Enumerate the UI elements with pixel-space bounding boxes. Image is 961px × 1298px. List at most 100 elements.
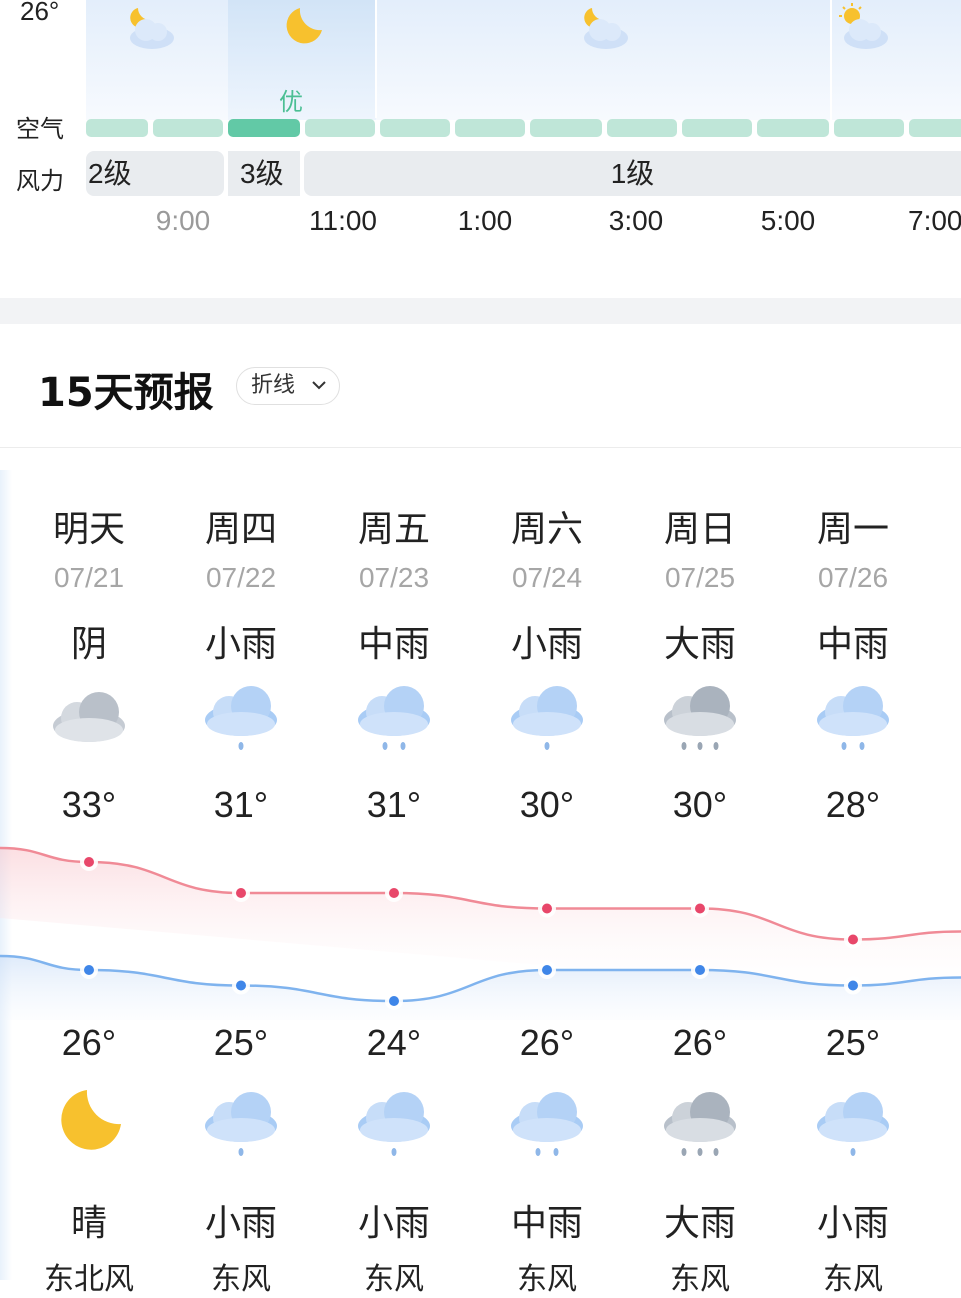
header-divider	[0, 447, 961, 448]
wind-direction: 东风	[517, 1262, 577, 1297]
weekday-label: 周五	[357, 509, 430, 550]
low-temp-line	[0, 954, 961, 1003]
forecast-title: 15天预报	[38, 370, 214, 416]
light-rain-icon	[201, 680, 281, 752]
aqi-bar-segment	[530, 119, 602, 137]
wind-direction: 东风	[670, 1262, 730, 1297]
high-temp-point	[542, 903, 552, 914]
day-condition: 中雨	[357, 624, 430, 665]
forecast-day-column[interactable]: 周六 07/24 小雨 30° 26° 中雨 东风	[472, 480, 622, 1297]
weekday-label: 周一	[816, 509, 889, 550]
temperature-trend-chart	[0, 846, 961, 1020]
night-condition: 小雨	[204, 1203, 277, 1244]
aqi-bar-segment	[757, 119, 829, 137]
low-temp-line-area	[0, 956, 961, 1020]
time-label: 7:00	[908, 205, 961, 236]
night-condition: 中雨	[510, 1203, 583, 1244]
wind-row-label: 风力	[16, 168, 64, 195]
date-label: 07/26	[817, 562, 889, 593]
time-label: 9:00	[155, 205, 211, 236]
heavy-rain-icon	[660, 680, 740, 752]
high-temp: 28°	[825, 784, 881, 825]
moon-icon	[49, 1086, 129, 1158]
high-temp: 33°	[61, 784, 117, 825]
heavy-rain-icon	[660, 1086, 740, 1158]
low-temp-point	[542, 965, 552, 975]
aqi-bar-segment	[909, 119, 961, 137]
high-temp: 31°	[213, 784, 269, 825]
forecast-day-column[interactable]: 周五 07/23 中雨 31° 24° 小雨 东风	[319, 480, 469, 1297]
low-temp-point	[695, 965, 705, 975]
section-separator	[0, 298, 961, 324]
night-condition: 大雨	[663, 1203, 736, 1244]
high-temp-point	[695, 903, 705, 914]
partly-cloudy-day-icon	[839, 3, 888, 49]
partly-cloudy-night-icon	[130, 8, 174, 49]
moon-icon	[286, 8, 322, 44]
low-temp: 25°	[213, 1022, 269, 1063]
night-condition: 小雨	[357, 1203, 430, 1244]
light-rain-icon	[201, 1086, 281, 1158]
aqi-bar-segment	[607, 119, 677, 137]
wind-direction: 东风	[364, 1262, 424, 1297]
high-temp-point	[389, 888, 399, 898]
moderate-rain-icon	[813, 680, 893, 752]
weekday-label: 周四	[204, 509, 277, 550]
moderate-rain-icon	[507, 1086, 587, 1158]
aqi-bar-segment-selected	[228, 119, 300, 137]
forecast-day-column[interactable]: 周日 07/25 大雨 30° 26° 大雨 东风	[625, 480, 775, 1297]
time-label: 5:00	[760, 205, 816, 236]
hour-column[interactable]	[86, 0, 228, 120]
hourly-forecast: 26° 优 空气 风力 2级 3级 1级	[0, 0, 961, 298]
chart-mode-label: 折线	[251, 373, 296, 398]
low-temp: 26°	[672, 1022, 728, 1063]
column-divider	[375, 0, 377, 118]
high-temp: 30°	[519, 784, 575, 825]
air-quality-row-label: 空气	[16, 116, 64, 143]
wind-direction: 东风	[211, 1262, 271, 1297]
weekday-label: 周日	[663, 509, 736, 550]
wind-level-segment: 3级	[228, 151, 300, 196]
high-temp-point	[236, 888, 246, 898]
day-condition: 大雨	[663, 624, 736, 665]
light-rain-icon	[813, 1086, 893, 1158]
high-temp-line	[0, 846, 961, 941]
low-temp: 24°	[366, 1022, 422, 1063]
aqi-bar-segment	[455, 119, 525, 137]
low-temp-point	[389, 996, 399, 1006]
date-label: 07/22	[205, 562, 277, 593]
low-temp: 26°	[61, 1022, 117, 1063]
column-divider	[830, 0, 832, 118]
chart-mode-dropdown[interactable]: 折线	[236, 367, 340, 405]
aqi-bar-segment	[305, 119, 375, 137]
aqi-selected-label: 优	[279, 88, 303, 116]
weekday-label: 周六	[510, 509, 583, 550]
aqi-bar-segment	[682, 119, 752, 137]
moderate-rain-icon	[354, 680, 434, 752]
wind-level-segment: 2级	[86, 151, 224, 196]
wind-level-segment: 1级	[304, 151, 961, 196]
date-label: 07/23	[358, 562, 430, 593]
wind-direction: 东风	[823, 1262, 883, 1297]
high-temp-line-area	[0, 848, 961, 1002]
high-temp: 30°	[672, 784, 728, 825]
forecast-day-column[interactable]: 周一 07/26 中雨 28° 25° 小雨 东风	[778, 480, 928, 1297]
chevron-down-icon	[311, 372, 327, 411]
high-temp-point	[848, 934, 858, 945]
low-temp-point	[84, 965, 94, 975]
light-rain-icon	[507, 680, 587, 752]
forecast-day-column[interactable]: 周四 07/22 小雨 31° 25° 小雨 东风	[166, 480, 316, 1297]
low-temp: 25°	[825, 1022, 881, 1063]
day-condition: 中雨	[816, 624, 889, 665]
day-condition: 阴	[70, 624, 107, 665]
date-label: 07/21	[53, 562, 125, 593]
aqi-bar-segment	[153, 119, 223, 137]
low-temp-point	[236, 980, 246, 991]
day-condition: 小雨	[510, 624, 583, 665]
hourly-temp-label: 26°	[20, 0, 60, 26]
date-label: 07/25	[664, 562, 736, 593]
aqi-bar-segment	[380, 119, 450, 137]
time-label: 11:00	[309, 205, 377, 236]
night-condition: 小雨	[816, 1203, 889, 1244]
forecast-day-column[interactable]: 明天 07/21 阴 33° 26° 晴 东北风	[14, 480, 164, 1297]
